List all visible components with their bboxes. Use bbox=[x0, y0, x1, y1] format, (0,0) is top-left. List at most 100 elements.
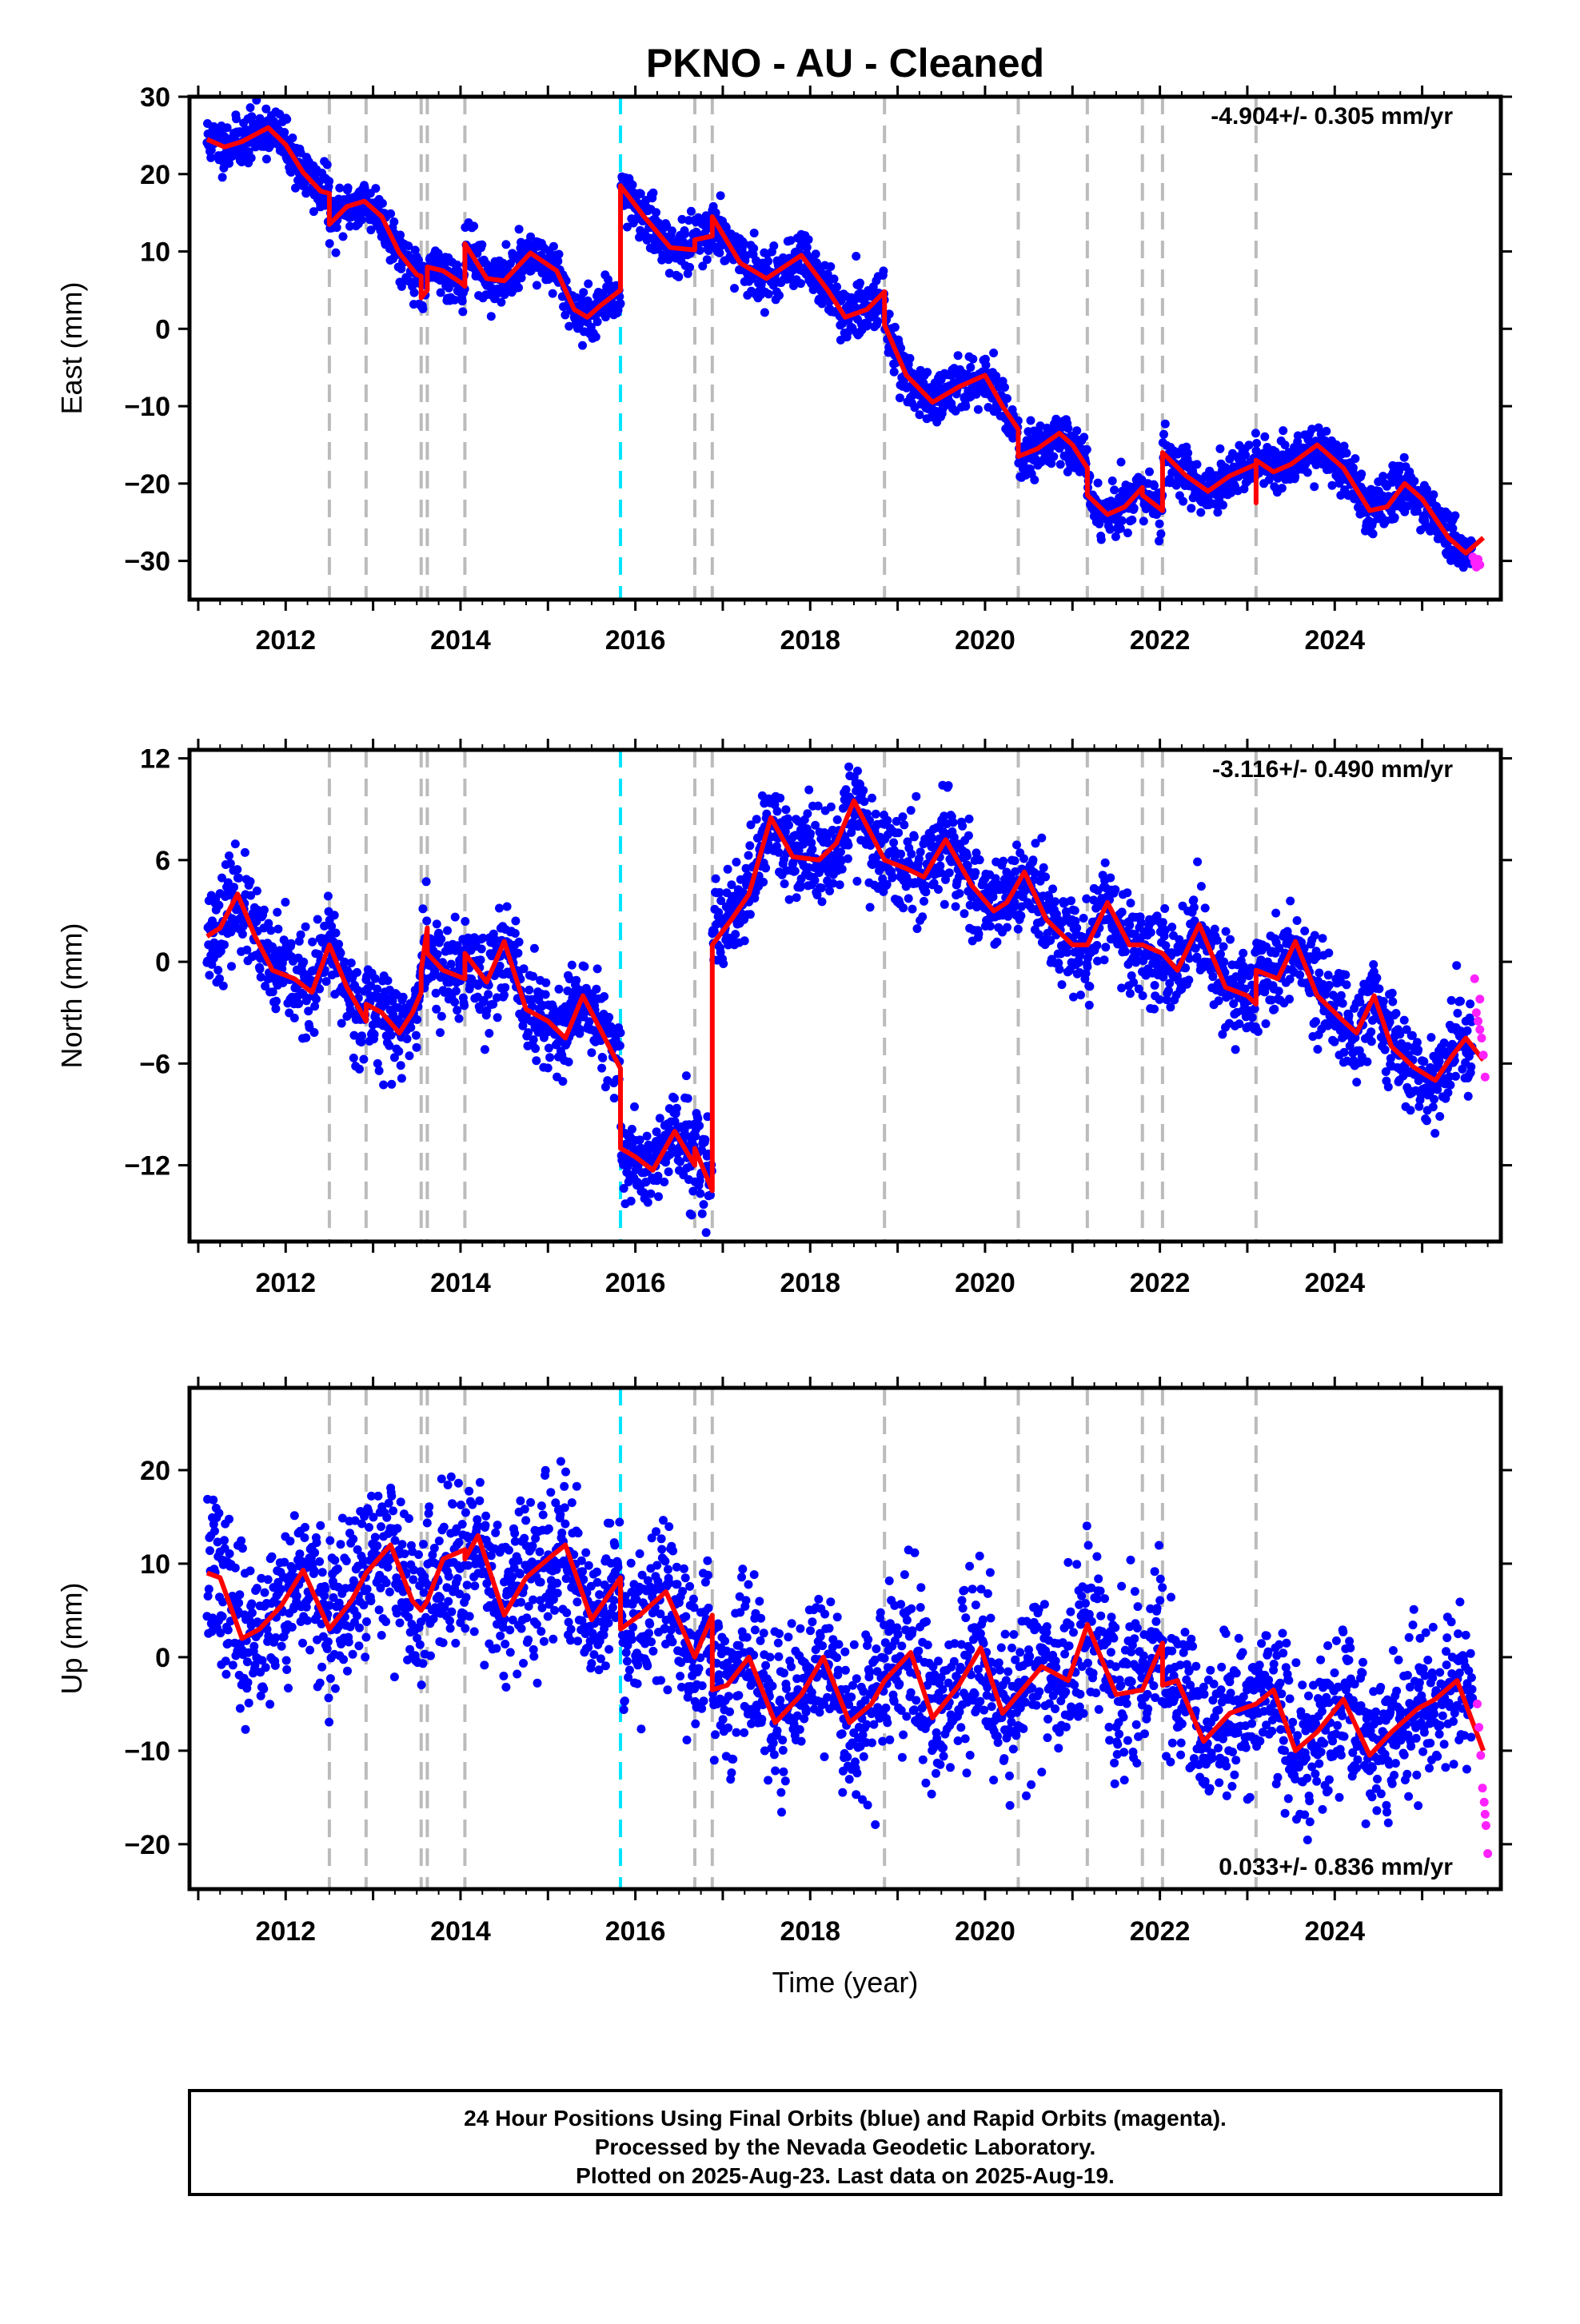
data-point bbox=[1071, 907, 1079, 915]
data-point bbox=[616, 1042, 624, 1050]
data-point bbox=[1150, 481, 1159, 490]
data-point bbox=[904, 894, 913, 903]
y-tick-label: −10 bbox=[124, 392, 170, 422]
data-point bbox=[1085, 982, 1094, 991]
data-point bbox=[218, 173, 227, 181]
data-point bbox=[458, 297, 467, 305]
data-point bbox=[695, 1122, 704, 1130]
data-point bbox=[325, 177, 333, 185]
data-point bbox=[906, 354, 915, 363]
data-point bbox=[1208, 972, 1217, 981]
data-point bbox=[531, 1044, 540, 1053]
data-point bbox=[514, 283, 523, 292]
data-point bbox=[1048, 884, 1057, 893]
data-point bbox=[1039, 863, 1048, 872]
data-point bbox=[873, 317, 882, 325]
figure-title: PKNO - AU - Cleaned bbox=[646, 41, 1044, 86]
data-point bbox=[1106, 874, 1115, 883]
data-point bbox=[373, 985, 381, 994]
data-point bbox=[359, 1055, 368, 1064]
data-point bbox=[674, 273, 683, 281]
data-point bbox=[500, 991, 509, 999]
data-point bbox=[1076, 991, 1085, 999]
data-point bbox=[796, 883, 804, 892]
data-point bbox=[497, 298, 505, 307]
data-point bbox=[1260, 433, 1269, 441]
data-point bbox=[1049, 452, 1058, 461]
data-point bbox=[769, 241, 778, 250]
data-point bbox=[1147, 928, 1155, 937]
data-point bbox=[549, 242, 558, 251]
data-point bbox=[792, 893, 801, 902]
data-point bbox=[1055, 965, 1064, 974]
data-point bbox=[1117, 458, 1126, 467]
data-point bbox=[332, 929, 341, 938]
data-point bbox=[952, 903, 960, 911]
data-point bbox=[511, 929, 520, 938]
data-point bbox=[458, 307, 467, 316]
data-point bbox=[627, 1197, 636, 1206]
data-point bbox=[999, 857, 1007, 866]
data-point bbox=[325, 239, 334, 248]
data-point bbox=[1279, 426, 1287, 435]
data-point bbox=[852, 252, 860, 261]
data-point bbox=[696, 1190, 704, 1198]
data-point bbox=[1159, 430, 1168, 439]
data-point bbox=[1216, 950, 1225, 959]
data-point bbox=[418, 305, 427, 313]
data-point bbox=[664, 1167, 673, 1176]
data-point bbox=[836, 880, 844, 889]
data-point bbox=[700, 1135, 709, 1144]
data-point bbox=[900, 820, 908, 829]
data-point bbox=[817, 883, 826, 892]
data-point bbox=[545, 1053, 554, 1062]
data-point bbox=[844, 763, 853, 771]
data-point bbox=[503, 903, 512, 911]
data-point bbox=[744, 851, 753, 860]
data-point bbox=[337, 1019, 346, 1028]
data-point bbox=[568, 961, 577, 970]
data-point bbox=[965, 815, 974, 823]
data-point bbox=[982, 361, 991, 369]
data-point bbox=[616, 1028, 625, 1037]
data-point bbox=[418, 904, 427, 913]
data-point bbox=[422, 877, 431, 886]
data-point bbox=[247, 153, 256, 162]
data-point bbox=[680, 229, 689, 238]
data-point bbox=[447, 960, 456, 969]
data-point bbox=[339, 232, 348, 241]
data-point bbox=[1067, 896, 1075, 905]
data-point bbox=[1041, 872, 1050, 881]
data-point bbox=[579, 288, 588, 297]
data-point bbox=[520, 964, 529, 973]
data-point bbox=[958, 822, 967, 831]
data-point bbox=[1101, 859, 1110, 867]
data-point bbox=[1226, 935, 1235, 944]
rapid-orbit-points bbox=[1469, 552, 1485, 572]
data-point bbox=[920, 897, 928, 906]
data-point bbox=[337, 949, 345, 958]
data-point bbox=[511, 917, 520, 926]
x-tick-label: 2014 bbox=[430, 625, 491, 656]
data-point bbox=[461, 917, 469, 926]
data-point bbox=[234, 874, 243, 883]
data-point bbox=[776, 794, 784, 803]
data-point bbox=[487, 312, 496, 321]
data-point bbox=[1127, 899, 1135, 907]
data-point bbox=[469, 221, 478, 230]
data-point bbox=[549, 289, 557, 298]
data-point bbox=[1072, 426, 1081, 435]
data-point bbox=[1193, 858, 1202, 867]
data-point bbox=[604, 1013, 613, 1022]
data-point bbox=[1150, 1005, 1159, 1014]
data-point bbox=[410, 289, 419, 297]
data-point bbox=[913, 924, 922, 933]
final-orbit-points bbox=[202, 96, 1477, 572]
data-point bbox=[724, 865, 732, 874]
data-point bbox=[1037, 834, 1046, 843]
data-point bbox=[668, 226, 676, 235]
data-point bbox=[593, 317, 602, 326]
data-point bbox=[1029, 855, 1038, 864]
data-point bbox=[1139, 991, 1147, 1000]
y-tick-label: 0 bbox=[155, 314, 170, 345]
